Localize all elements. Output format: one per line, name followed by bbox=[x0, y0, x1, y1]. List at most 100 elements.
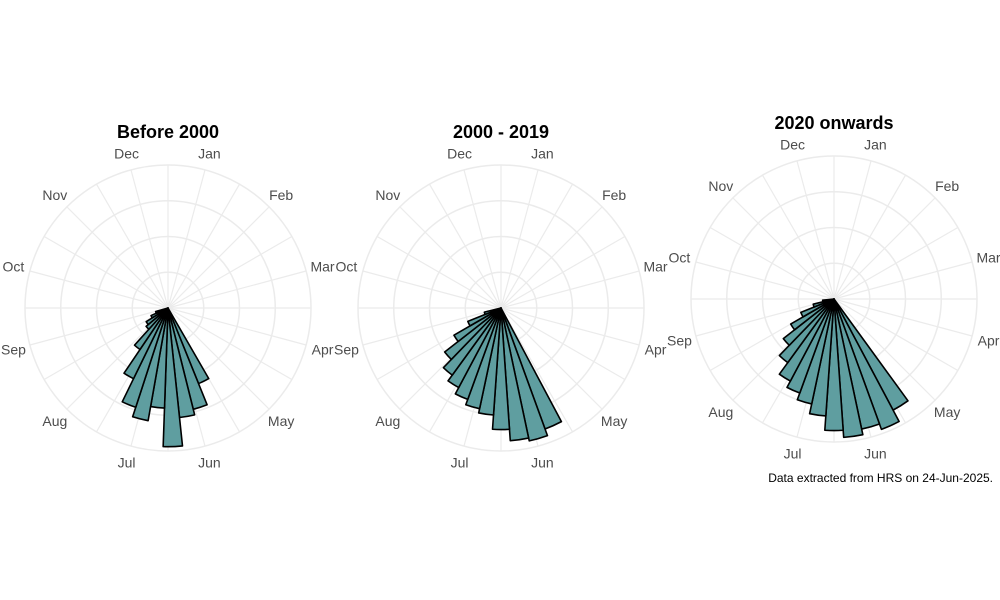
rose-chart-3: Jan Feb Mar Apr May Jun Jul Aug Sep Oct Nov Dec 2020… bbox=[667, 113, 1000, 462]
rose-bar bbox=[821, 298, 835, 303]
month-label: May bbox=[601, 413, 627, 429]
grid-spoke bbox=[167, 206, 270, 309]
month-label: Dec bbox=[114, 145, 139, 161]
rose-bar bbox=[778, 298, 835, 382]
rose-bar bbox=[778, 298, 835, 364]
chart-title: 2020 onwards bbox=[774, 113, 893, 133]
month-label: Jan bbox=[531, 145, 554, 161]
month-label: May bbox=[268, 413, 294, 429]
grid-spoke bbox=[500, 307, 640, 346]
chart-title: Before 2000 bbox=[117, 122, 219, 142]
grid-spoke bbox=[761, 174, 835, 300]
month-label: Mar bbox=[976, 250, 1000, 266]
grid-spoke bbox=[43, 235, 169, 309]
grid-spoke bbox=[695, 298, 835, 337]
grid-spoke bbox=[500, 307, 603, 410]
rose-bar bbox=[491, 307, 511, 431]
rose-bar bbox=[154, 307, 169, 315]
month-label: Feb bbox=[602, 187, 626, 203]
month-label: Jan bbox=[198, 145, 221, 161]
grid-spoke bbox=[709, 226, 835, 300]
grid-spoke bbox=[43, 307, 169, 381]
grid-spoke bbox=[167, 307, 293, 381]
grid-spoke bbox=[29, 307, 169, 346]
rose-bar bbox=[443, 307, 502, 361]
month-label: Jan bbox=[864, 136, 887, 152]
rose-chart-1: Jan Feb Mar Apr May Jun Jul Aug Sep Oct Nov Dec Befo… bbox=[1, 122, 335, 471]
month-label: Nov bbox=[42, 187, 67, 203]
grid-spoke bbox=[362, 307, 502, 346]
grid-spoke bbox=[833, 160, 872, 300]
grid-spoke bbox=[167, 235, 293, 309]
month-label: Jun bbox=[531, 455, 554, 471]
grid-spoke bbox=[167, 270, 307, 309]
rose-bar bbox=[833, 298, 900, 431]
rose-bar bbox=[483, 307, 502, 316]
grid-spoke bbox=[695, 261, 835, 300]
rose-bar bbox=[800, 298, 835, 318]
month-label: Oct bbox=[336, 259, 358, 275]
grid-spoke bbox=[833, 298, 973, 337]
month-label: Oct bbox=[669, 250, 691, 266]
grid-spoke bbox=[463, 169, 502, 309]
month-label: Apr bbox=[645, 341, 667, 357]
month-label: Aug bbox=[42, 413, 67, 429]
rose-bar bbox=[782, 298, 835, 347]
month-label: May bbox=[934, 404, 960, 420]
month-label: Dec bbox=[447, 145, 472, 161]
grid-spoke bbox=[732, 197, 835, 300]
grid-spoke bbox=[500, 206, 603, 309]
grid-spoke bbox=[833, 261, 973, 300]
grid-spoke bbox=[399, 206, 502, 309]
month-label: Feb bbox=[269, 187, 293, 203]
rose-bar bbox=[447, 307, 502, 389]
month-label: Sep bbox=[667, 332, 692, 348]
rose-chart-2: Jan Feb Mar Apr May Jun Jul Aug Sep Oct Nov Dec 2000… bbox=[334, 122, 668, 471]
grid-spoke bbox=[500, 270, 640, 309]
grid-spoke bbox=[833, 197, 936, 300]
grid-spoke bbox=[167, 183, 241, 309]
month-label: Aug bbox=[708, 404, 733, 420]
rose-bar bbox=[467, 307, 502, 327]
month-label: Sep bbox=[1, 341, 26, 357]
month-label: Mar bbox=[643, 259, 667, 275]
grid-spoke bbox=[833, 298, 936, 401]
month-label: Oct bbox=[3, 259, 25, 275]
month-label: Jul bbox=[118, 455, 136, 471]
grid-spoke bbox=[500, 307, 626, 381]
grid-spoke bbox=[167, 307, 307, 346]
grid-spoke bbox=[500, 183, 574, 309]
grid-spoke bbox=[362, 270, 502, 309]
month-label: Jul bbox=[784, 446, 802, 462]
rose-bar bbox=[442, 307, 502, 376]
grid-spoke bbox=[66, 206, 169, 309]
month-label: Feb bbox=[935, 178, 959, 194]
month-label: Mar bbox=[310, 259, 334, 275]
rose-bar bbox=[789, 298, 835, 331]
month-label: Nov bbox=[708, 178, 733, 194]
rose-bar bbox=[500, 307, 530, 442]
caption: Data extracted from HRS on 24-Jun-2025. bbox=[768, 471, 993, 485]
month-label: Jun bbox=[864, 446, 887, 462]
grid-spoke bbox=[833, 174, 907, 300]
rose-bar bbox=[500, 307, 549, 442]
rose-bar bbox=[824, 298, 844, 432]
grid-spoke bbox=[376, 235, 502, 309]
grid-spoke bbox=[500, 169, 539, 309]
grid-spoke bbox=[428, 183, 502, 309]
grid-spoke bbox=[500, 307, 574, 433]
grid-spoke bbox=[167, 307, 270, 410]
rose-bar bbox=[162, 307, 184, 448]
month-label: Dec bbox=[780, 136, 805, 152]
grid-spoke bbox=[29, 270, 169, 309]
rose-bar bbox=[833, 298, 864, 439]
grid-spoke bbox=[796, 160, 835, 300]
grid-spoke bbox=[833, 298, 959, 372]
month-label: Aug bbox=[375, 413, 400, 429]
month-label: Apr bbox=[312, 341, 334, 357]
grid-spoke bbox=[95, 183, 169, 309]
month-label: Jun bbox=[198, 455, 221, 471]
rose-bar bbox=[453, 307, 502, 343]
grid-spoke bbox=[500, 235, 626, 309]
